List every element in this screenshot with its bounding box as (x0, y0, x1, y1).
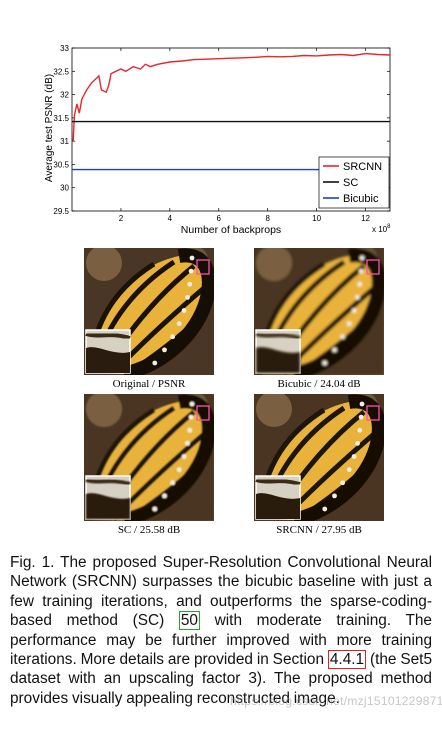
panel-srcnn (254, 394, 384, 521)
chart-xlabel: Number of backprops (181, 224, 281, 236)
x-tick-label: 12 (361, 214, 370, 223)
y-tick-label: 31.5 (53, 114, 69, 123)
x-tick-label: 8 (265, 214, 270, 223)
panel-srcnn-label: SRCNN / 27.95 dB (276, 524, 362, 536)
panel-sc (84, 394, 214, 521)
panel-bicubic (254, 248, 384, 375)
caption-text-3: (the Set5 dataset with an upscaling fact… (10, 651, 433, 707)
section-link[interactable]: 4.4.1 (327, 650, 367, 670)
y-tick-label: 30.5 (53, 160, 69, 169)
figure-caption: Fig. 1. The proposed Super-Resolution Co… (10, 553, 432, 708)
y-tick-label: 32 (60, 91, 69, 100)
psnr-chart: 2 4 6 8 10 12 29.5 30 30.5 31 31.5 32 32.5 33 SRCNN SC… (44, 44, 391, 236)
legend-label-srcnn: SRCNN (343, 161, 382, 173)
y-tick-label: 32.5 (53, 67, 69, 76)
series-line-srcnn (72, 52, 391, 142)
y-tick-label: 29.5 (53, 207, 69, 216)
y-tick-label: 30 (60, 184, 69, 193)
legend-label-sc: SC (343, 177, 358, 189)
chart-x-multiplier: x 108 (372, 224, 391, 234)
x-tick-label: 2 (119, 214, 124, 223)
watermark: https://blog.csdn.net/mzj15101229871 (230, 694, 442, 708)
panel-sc-label: SC / 25.58 dB (117, 524, 181, 536)
x-tick-label: 6 (217, 214, 222, 223)
caption-text-1: Fig. 1. The proposed Super-Resolution Co… (10, 554, 432, 630)
x-tick-label: 4 (168, 214, 173, 223)
citation-link[interactable]: 50 (178, 611, 200, 631)
x-tick-label: 10 (312, 214, 321, 223)
panel-original (84, 248, 214, 375)
chart-x-multiplier-base: x 10 (372, 225, 388, 234)
y-tick-label: 31 (60, 137, 69, 146)
chart-x-multiplier-exp: 8 (387, 224, 391, 230)
panel-bicubic-label: Bicubic / 24.04 dB (277, 378, 361, 390)
panel-original-label: Original / PSNR (112, 378, 186, 390)
y-tick-label: 33 (60, 44, 69, 53)
chart-ylabel: Average test PSNR (dB) (44, 74, 55, 182)
legend-label-bicubic: Bicubic (343, 193, 379, 205)
caption-text-2: with moderate training. The performance … (10, 612, 432, 669)
